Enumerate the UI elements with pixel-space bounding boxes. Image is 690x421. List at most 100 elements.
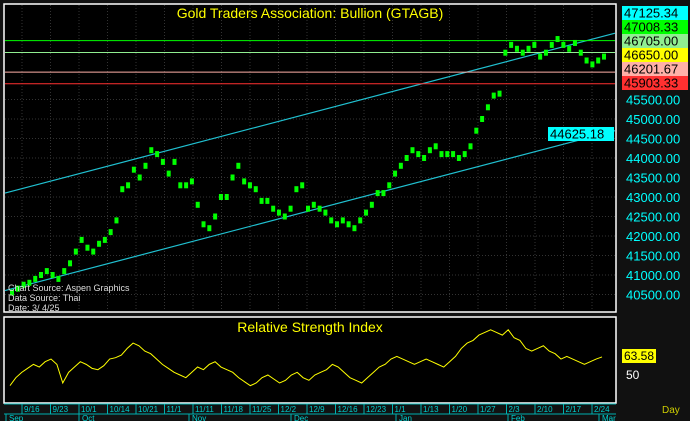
price-point: [578, 49, 583, 56]
level-badge: [622, 76, 688, 90]
month-label: Dec: [294, 414, 308, 421]
price-point: [462, 151, 467, 158]
price-point: [224, 194, 229, 200]
level-label: 45903.33: [624, 76, 678, 91]
y-tick-label: 44000.00: [626, 151, 680, 166]
price-point: [44, 268, 49, 275]
price-point: [346, 221, 351, 228]
level-badge: [622, 62, 688, 76]
x-tick-label: 10/14: [110, 405, 131, 414]
x-tick-label: 12/16: [338, 405, 359, 414]
x-tick-label: 12/23: [366, 405, 387, 414]
x-tick-label: 12/2: [281, 405, 297, 414]
month-label: Feb: [511, 414, 525, 421]
price-point: [265, 197, 270, 204]
price-point: [236, 162, 241, 169]
x-tick-label: 11/11: [195, 405, 214, 414]
price-point: [218, 194, 223, 200]
price-point: [21, 281, 26, 288]
price-point: [288, 205, 293, 212]
price-point: [276, 209, 281, 216]
price-point: [520, 49, 525, 56]
price-point: [73, 248, 78, 255]
price-point: [375, 190, 380, 197]
level-badge: [622, 6, 688, 20]
level-badge: [622, 48, 688, 62]
price-point: [561, 41, 566, 48]
price-point: [468, 143, 473, 150]
price-point: [410, 147, 415, 154]
price-point: [381, 190, 386, 197]
rsi-value-badge: [622, 349, 656, 363]
annotation-date: Date: 3/ 4/25: [8, 303, 60, 313]
y-tick-label: 44500.00: [626, 132, 680, 147]
price-point: [416, 151, 421, 158]
month-label: Nov: [192, 414, 206, 421]
price-point: [306, 205, 310, 212]
price-point: [323, 209, 328, 216]
price-point: [166, 170, 171, 177]
price-point: [491, 92, 496, 99]
month-label: Jan: [399, 414, 412, 421]
price-point: [253, 186, 258, 193]
price-point: [352, 225, 357, 232]
price-point: [33, 275, 38, 282]
price-point: [155, 151, 160, 158]
price-point: [62, 268, 67, 275]
price-point: [259, 197, 264, 204]
month-label: Mar: [602, 414, 616, 421]
price-point: [230, 174, 235, 181]
level-badge: [548, 127, 614, 141]
x-tick-label: 1/13: [423, 405, 439, 414]
rsi-line: [9, 329, 603, 387]
level-label: 47125.34: [624, 6, 678, 21]
x-tick-label: 11/1: [167, 405, 183, 414]
price-point: [91, 248, 96, 255]
x-tick-label: 10/1: [81, 405, 97, 414]
price-point: [364, 209, 369, 216]
price-point: [590, 61, 595, 68]
price-point: [10, 289, 14, 296]
x-tick-label: 2/3: [509, 405, 521, 414]
price-point: [451, 151, 456, 158]
price-point: [596, 57, 601, 64]
x-tick-label: 2/24: [594, 405, 610, 414]
price-point: [503, 49, 508, 56]
period-label[interactable]: Day: [662, 405, 680, 416]
level-label: 46705.00: [624, 34, 678, 49]
price-point: [549, 41, 554, 48]
x-tick-label: 1/20: [452, 405, 468, 414]
x-tick-label: 9/16: [24, 405, 40, 414]
price-point: [509, 41, 514, 48]
price-point: [300, 182, 305, 189]
level-badge: [622, 20, 688, 34]
price-point: [126, 182, 131, 189]
y-tick-label: 45500.00: [626, 93, 680, 108]
price-point: [602, 53, 606, 60]
price-point: [213, 213, 218, 220]
price-point: [404, 155, 409, 161]
price-point: [474, 127, 479, 134]
price-point: [131, 166, 136, 173]
y-tick-label: 40500.00: [626, 288, 680, 303]
price-point: [294, 186, 299, 193]
price-point: [195, 201, 200, 208]
month-label: Sep: [9, 414, 24, 421]
price-point: [120, 186, 125, 193]
price-point: [184, 182, 189, 189]
y-tick-label: 43000.00: [626, 190, 680, 205]
annotation-chart-source: Chart Source: Aspen Graphics: [8, 283, 130, 293]
price-point: [340, 217, 345, 224]
x-tick-label: 2/10: [537, 405, 553, 414]
x-tick-label: 11/25: [252, 405, 272, 414]
price-point: [15, 285, 20, 292]
price-point: [282, 213, 287, 220]
price-point: [85, 244, 90, 251]
y-tick-label: 41500.00: [626, 249, 680, 264]
y-tick-label: 41000.00: [626, 268, 680, 283]
price-point: [50, 272, 55, 278]
price-point: [526, 45, 531, 52]
y-tick-label: 42500.00: [626, 210, 680, 225]
price-point: [335, 221, 340, 228]
